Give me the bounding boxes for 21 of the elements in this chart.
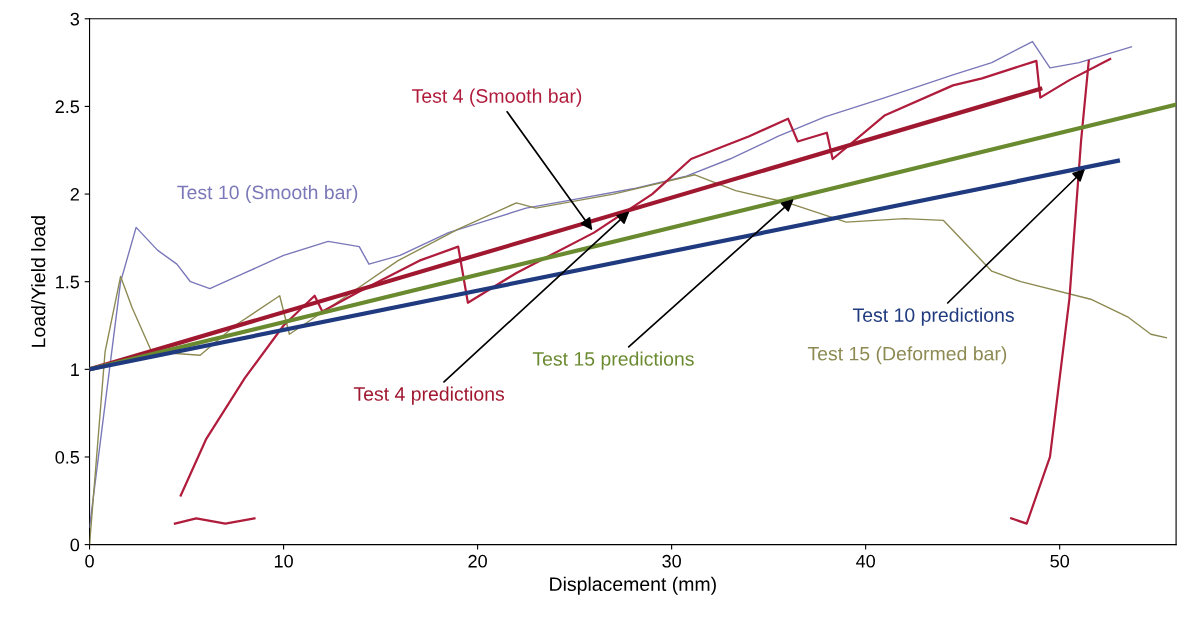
text: Test 4 predictions [353,386,505,405]
text: Test 15 predictions [532,351,694,370]
y-tick-label: 2 [70,187,79,201]
y-tick-label: 1 [71,363,79,376]
y-axis-title: Load/Yield load [31,216,46,347]
x-tick-label: 50 [1050,554,1070,568]
x-tick-label: 10 [274,554,293,568]
y-tick-label: 1.5 [56,275,80,289]
text: Test 10 (Smooth bar) [177,185,358,204]
y-tick-label: 0 [70,538,80,552]
text: Test 10 predictions [852,307,1014,326]
x-tick-label: 0 [85,554,94,568]
x-tick-label: 20 [468,554,487,568]
y-tick-label: 2.5 [55,100,80,114]
x-tick-label: 40 [856,554,875,568]
x-tick-label: 30 [662,554,681,568]
text: Test 15 (Deformed bar) [807,346,1007,365]
x-axis-title: Displacement (mm) [550,576,716,595]
y-tick-label: 3 [70,12,80,26]
text: Test 4 (Smooth bar) [412,88,582,107]
y-tick-label: 0.5 [55,450,80,464]
